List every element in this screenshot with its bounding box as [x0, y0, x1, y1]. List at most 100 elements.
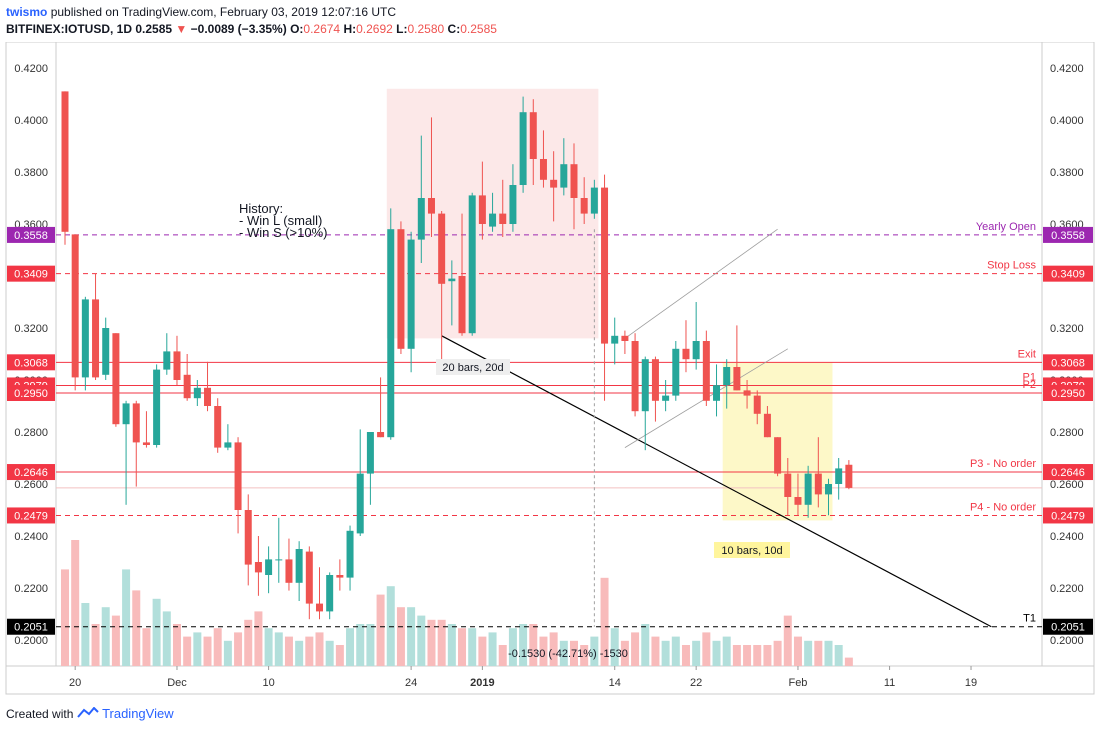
candle-body[interactable] — [489, 213, 497, 227]
publish-info: published on TradingView.com, February 0… — [50, 5, 397, 19]
candle-body[interactable] — [723, 367, 731, 386]
candle-body[interactable] — [692, 341, 700, 360]
level-badge-right — [1043, 385, 1093, 401]
candle-body[interactable] — [448, 278, 456, 282]
candle-body[interactable] — [651, 359, 659, 401]
candle-body[interactable] — [672, 348, 680, 396]
candle-body[interactable] — [326, 575, 334, 612]
candle-body[interactable] — [468, 195, 476, 334]
candle-body[interactable] — [814, 473, 822, 495]
candle-body[interactable] — [275, 559, 283, 561]
candle-body[interactable] — [407, 239, 415, 349]
candle-body[interactable] — [377, 432, 385, 438]
candle-body[interactable] — [204, 387, 212, 406]
candle-body[interactable] — [366, 432, 374, 474]
candle-body[interactable] — [438, 213, 446, 284]
candle-body[interactable] — [509, 185, 517, 224]
candle-body[interactable] — [254, 562, 262, 573]
candle-body[interactable] — [794, 497, 802, 505]
down-arrow-icon: ▼ — [175, 22, 188, 36]
candle-body[interactable] — [305, 551, 313, 604]
candle-body[interactable] — [529, 112, 537, 159]
candle-body[interactable] — [173, 351, 181, 380]
volume-bar — [692, 640, 701, 666]
candle-body[interactable] — [112, 333, 120, 425]
candle-body[interactable] — [458, 276, 466, 334]
candle-body[interactable] — [682, 348, 690, 360]
candle-body[interactable] — [590, 187, 598, 214]
candle-body[interactable] — [285, 559, 293, 583]
candle-body[interactable] — [346, 530, 354, 578]
candle-body[interactable] — [417, 198, 425, 240]
candle-body[interactable] — [580, 198, 588, 214]
candle-body[interactable] — [61, 91, 69, 232]
candle-body[interactable] — [244, 510, 252, 565]
candle-body[interactable] — [662, 395, 670, 401]
candle-body[interactable] — [193, 387, 201, 399]
candle-body[interactable] — [611, 335, 619, 344]
candle-body[interactable] — [774, 437, 782, 474]
candle-body[interactable] — [641, 359, 649, 412]
candle-body[interactable] — [265, 559, 273, 575]
candle-body[interactable] — [295, 549, 303, 583]
candle-body[interactable] — [825, 484, 832, 495]
tradingview-brand[interactable]: TradingView — [102, 706, 174, 721]
level-badge-left-text: 0.2479 — [14, 510, 48, 522]
candle-body[interactable] — [753, 395, 761, 414]
volume-bar — [193, 632, 202, 666]
candle-body[interactable] — [183, 374, 191, 399]
candle-body[interactable] — [702, 341, 710, 401]
candle-body[interactable] — [427, 198, 435, 214]
candle-body[interactable] — [550, 179, 558, 188]
candle-body[interactable] — [234, 442, 242, 510]
volume-bar — [284, 636, 293, 666]
candle-body[interactable] — [784, 473, 792, 497]
candle-body[interactable] — [570, 164, 578, 198]
level-badge-left-text: 0.2950 — [14, 388, 48, 400]
y-tick-right: 0.3200 — [1050, 323, 1084, 335]
candle-body[interactable] — [621, 335, 629, 341]
volume-bar — [793, 636, 802, 666]
candle-body[interactable] — [733, 367, 741, 391]
candle-body[interactable] — [92, 299, 100, 378]
candle-body[interactable] — [804, 473, 812, 505]
candle-body[interactable] — [316, 603, 323, 612]
candle-body[interactable] — [763, 413, 771, 438]
candle-body[interactable] — [102, 328, 110, 375]
candle-body[interactable] — [560, 164, 568, 188]
candle-body[interactable] — [601, 187, 609, 344]
candle-body[interactable] — [845, 464, 853, 488]
candle-body[interactable] — [397, 229, 405, 349]
tradingview-logo-icon[interactable] — [76, 706, 102, 721]
volume-bar — [386, 586, 395, 666]
candle-body[interactable] — [122, 403, 130, 425]
candle-body[interactable] — [356, 473, 364, 534]
candle-body[interactable] — [336, 575, 344, 578]
candle-body[interactable] — [71, 234, 79, 378]
high-label: H: — [343, 22, 357, 36]
candle-body[interactable] — [539, 159, 547, 180]
candle-body[interactable] — [743, 390, 751, 396]
candle-body[interactable] — [631, 341, 639, 412]
symbol-name[interactable]: BITFINEX:IOTUSD, 1D — [6, 22, 133, 36]
candle-body[interactable] — [132, 403, 140, 443]
candle-body[interactable] — [224, 442, 232, 448]
candle-body[interactable] — [142, 442, 150, 445]
candle-body[interactable] — [163, 351, 171, 370]
candle-body[interactable] — [387, 229, 395, 438]
author-link[interactable]: twismo — [6, 5, 48, 19]
candle-body[interactable] — [478, 195, 486, 224]
y-tick-right: 0.2000 — [1050, 635, 1084, 647]
candle-body[interactable] — [519, 112, 527, 185]
candles[interactable] — [61, 91, 853, 620]
candle-body[interactable] — [835, 468, 843, 484]
volume-bar — [519, 624, 528, 666]
candle-body[interactable] — [153, 369, 161, 445]
candle-body[interactable] — [214, 406, 222, 448]
candle-body[interactable] — [499, 213, 507, 224]
volume-bar — [417, 615, 426, 666]
candle-body[interactable] — [81, 299, 89, 378]
volume-bar — [111, 615, 120, 666]
candle-body[interactable] — [713, 385, 721, 401]
